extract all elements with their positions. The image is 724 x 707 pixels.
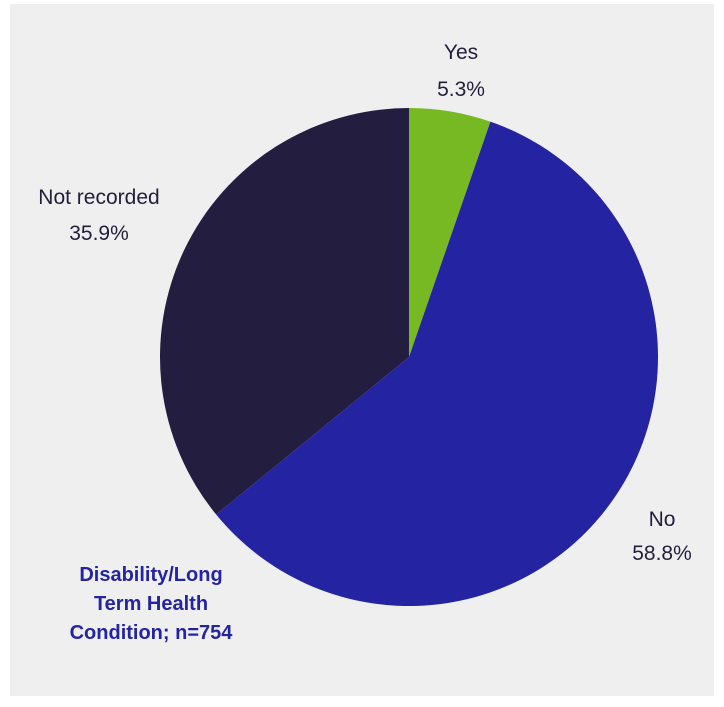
slice-value-yes: 5.3%	[437, 78, 485, 101]
slice-label-no: No	[649, 508, 676, 531]
slice-labels: Yes 5.3% No 58.8% Not recorded 35.9%	[38, 41, 691, 565]
pie-slice-not-recorded	[160, 108, 409, 515]
slice-value-not-recorded: 35.9%	[69, 222, 129, 245]
slice-label-yes: Yes	[444, 41, 478, 64]
chart-title: Disability/Long Term Health Condition; n…	[69, 564, 233, 644]
pie-slice-no	[216, 121, 659, 606]
slice-value-no: 58.8%	[632, 542, 692, 565]
pie-slices	[160, 107, 659, 606]
pie-slice-yes	[409, 107, 491, 357]
slice-label-not-recorded: Not recorded	[38, 186, 159, 209]
